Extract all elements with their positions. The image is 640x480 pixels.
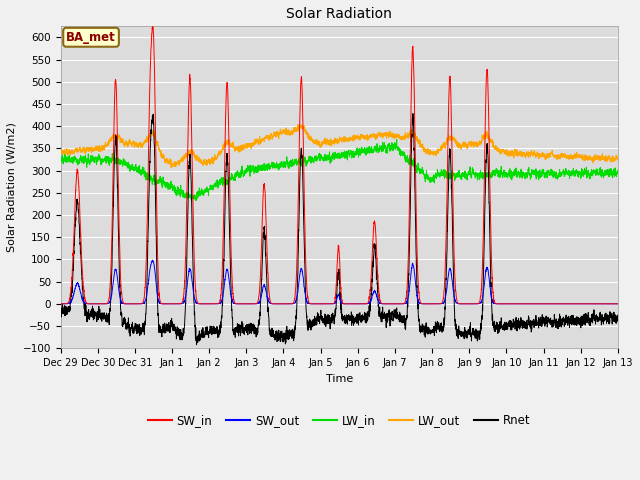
SW_out [394,301,402,307]
LW_out [614,157,621,163]
LW_in [176,191,184,197]
Rnet [212,326,220,332]
SW_out [57,301,65,307]
X-axis label: Time: Time [326,373,353,384]
LW_out [57,148,65,154]
SW_in [577,301,584,307]
LW_out [404,135,412,141]
Rnet [394,314,401,320]
LW_out [167,165,175,170]
LW_out [294,121,302,127]
LW_out [176,159,184,165]
Rnet [409,111,417,117]
Title: Solar Radiation: Solar Radiation [286,7,392,21]
SW_in [404,277,412,283]
Rnet [561,321,569,326]
LW_out [394,133,402,139]
SW_out [561,301,569,307]
LW_in [212,180,220,186]
Rnet [176,336,184,342]
SW_out [614,301,621,307]
Y-axis label: Solar Radiation (W/m2): Solar Radiation (W/m2) [7,122,17,252]
Rnet [404,303,412,309]
SW_in [212,301,220,307]
SW_in [57,301,65,307]
LW_out [212,156,220,162]
Rnet [57,309,65,315]
LW_in [394,145,402,151]
SW_out [177,301,184,307]
SW_out [212,301,220,307]
Rnet [614,313,621,319]
Rnet [193,342,200,348]
LW_in [188,198,195,204]
Line: LW_in: LW_in [61,140,618,201]
SW_out [404,298,412,304]
Rnet [614,314,621,320]
SW_in [614,301,621,307]
LW_in [614,169,621,175]
SW_in [176,301,184,307]
Legend: SW_in, SW_out, LW_in, LW_out, Rnet: SW_in, SW_out, LW_in, LW_out, Rnet [143,409,535,432]
SW_in [148,24,156,29]
SW_in [561,301,569,307]
Line: LW_out: LW_out [61,124,618,168]
Line: SW_in: SW_in [61,26,618,304]
LW_in [614,170,621,176]
LW_out [614,156,621,161]
LW_in [57,158,65,164]
SW_in [614,301,621,307]
SW_in [394,301,401,307]
Text: BA_met: BA_met [66,31,116,44]
LW_out [561,154,569,159]
Line: Rnet: Rnet [61,114,618,345]
SW_out [140,301,148,307]
LW_in [561,172,569,178]
LW_in [393,137,401,143]
Line: SW_out: SW_out [61,260,618,304]
SW_out [614,301,621,307]
LW_in [404,153,412,158]
SW_out [148,257,156,263]
